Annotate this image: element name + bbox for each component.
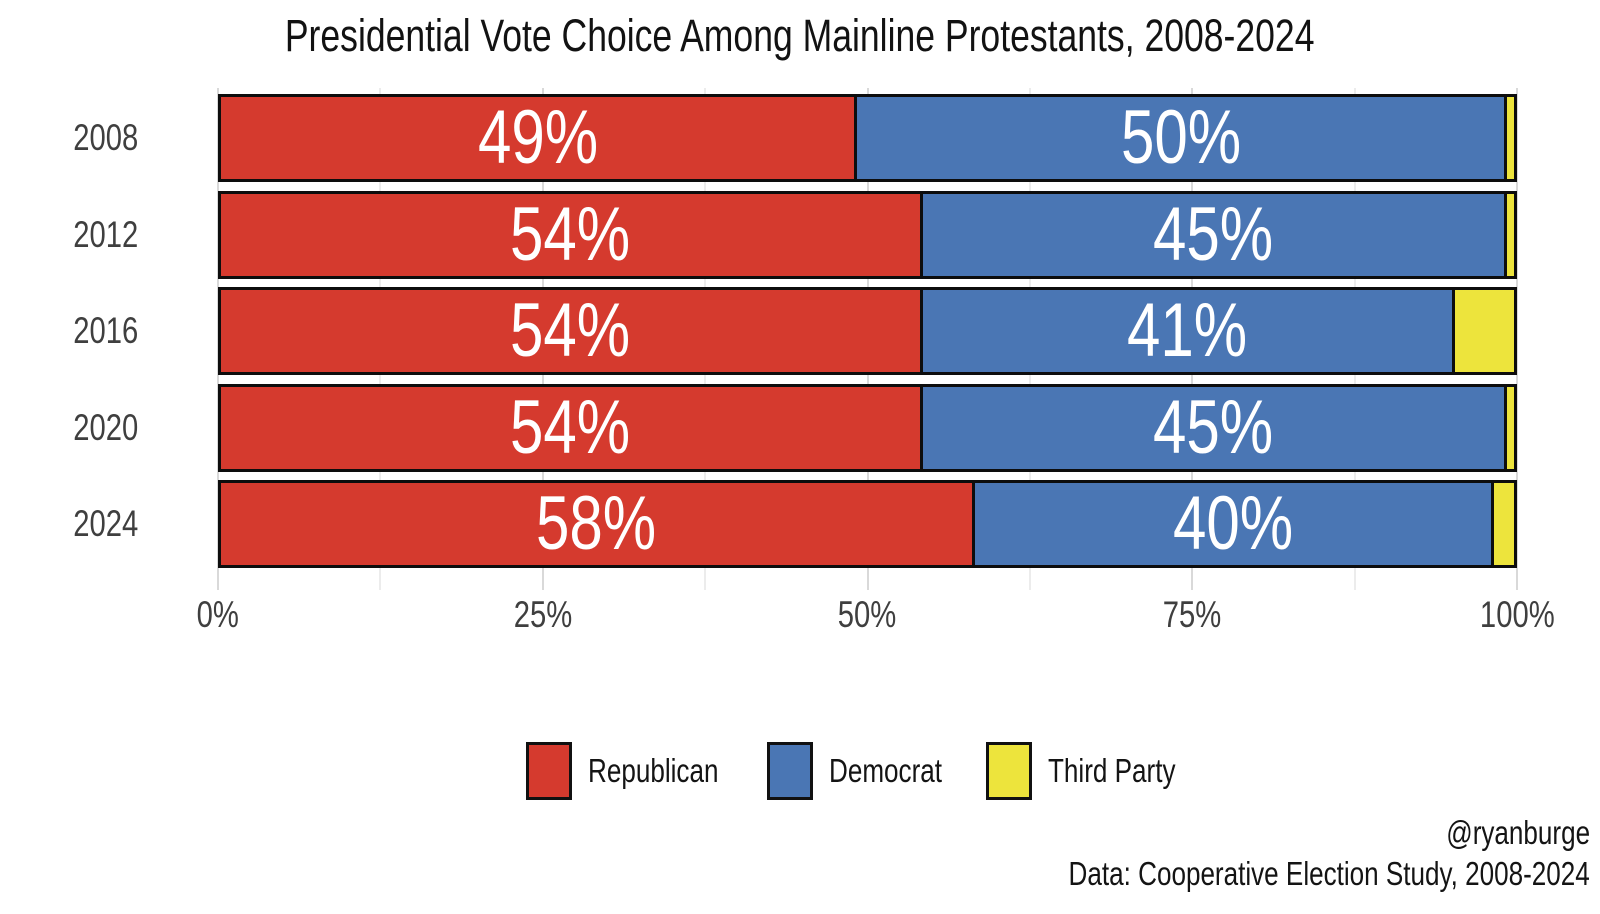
caption-handle: @ryanburge bbox=[930, 812, 1590, 853]
legend-label-third-party-text: Third Party bbox=[1047, 752, 1176, 789]
bar-segment-democrat-2024: 40% bbox=[971, 480, 1494, 568]
x-axis-tick-label-0: 0% bbox=[128, 594, 308, 636]
legend-swatch-republican bbox=[525, 742, 572, 800]
bar-segment-third-party-2024 bbox=[1490, 480, 1517, 568]
bar-value-label-republican-2008: 49% bbox=[477, 95, 598, 180]
bar-row-2016: 54% 41% bbox=[218, 287, 1523, 375]
bar-segment-republican-2012: 54% bbox=[218, 190, 923, 279]
legend-swatch-third-party bbox=[985, 742, 1032, 800]
bar-value-label-democrat-2024: 40% bbox=[1172, 481, 1293, 566]
bar-value-label-democrat-2016: 41% bbox=[1127, 288, 1248, 373]
bar-value-label-republican-2016: 54% bbox=[510, 288, 631, 373]
x-axis-tick-label-25: 25% bbox=[453, 594, 633, 636]
legend-label-democrat: Democrat bbox=[829, 752, 972, 790]
legend: Republican Democrat Third Party bbox=[218, 742, 1517, 800]
x-tick-text: 100% bbox=[1479, 594, 1555, 635]
bar-segment-democrat-2008: 50% bbox=[854, 94, 1507, 182]
bar-segment-republican-2016: 54% bbox=[218, 287, 923, 375]
x-axis-tick-label-100: 100% bbox=[1427, 594, 1600, 636]
plot-panel: 2008 49% 50% 2012 54% 45% 2016 54% 41% 2020 54% 45%… bbox=[73, 88, 1554, 635]
bar-segment-democrat-2016: 41% bbox=[919, 287, 1455, 375]
bar-segment-democrat-2020: 45% bbox=[919, 383, 1507, 472]
bar-value-label-democrat-2008: 50% bbox=[1120, 95, 1241, 180]
caption-source: Data: Cooperative Election Study, 2008-2… bbox=[930, 853, 1590, 894]
bar-value-label-republican-2012: 54% bbox=[510, 191, 631, 277]
year-label-2012: 2012 bbox=[0, 191, 138, 279]
year-label-text: 2024 bbox=[72, 503, 138, 544]
caption: @ryanburge Data: Cooperative Election St… bbox=[930, 812, 1590, 894]
bar-row-2008: 49% 50% bbox=[218, 94, 1523, 182]
year-label-2024: 2024 bbox=[0, 480, 138, 568]
year-label-text: 2012 bbox=[72, 213, 138, 255]
year-label-text: 2016 bbox=[72, 310, 138, 351]
year-label-2020: 2020 bbox=[0, 384, 138, 472]
bar-segment-republican-2020: 54% bbox=[218, 383, 923, 472]
x-axis-tick-label-75: 75% bbox=[1102, 594, 1282, 636]
chart-title: Presidential Vote Choice Among Mainline … bbox=[0, 10, 1600, 62]
legend-label-third-party: Third Party bbox=[1048, 752, 1209, 790]
bar-segment-third-party-2020 bbox=[1503, 383, 1517, 472]
bar-segment-democrat-2012: 45% bbox=[919, 190, 1507, 279]
chart-title-text: Presidential Vote Choice Among Mainline … bbox=[285, 10, 1315, 61]
legend-item-republican: Republican bbox=[525, 742, 753, 800]
x-tick-text: 50% bbox=[838, 594, 897, 635]
legend-item-democrat: Democrat bbox=[766, 742, 972, 800]
bar-row-2012: 54% 45% bbox=[218, 190, 1523, 279]
legend-swatch-democrat bbox=[766, 742, 813, 800]
gridline-major bbox=[1516, 88, 1518, 590]
x-tick-text: 25% bbox=[513, 594, 573, 635]
bar-row-2020: 54% 45% bbox=[218, 383, 1523, 472]
bar-value-label-democrat-2020: 45% bbox=[1153, 384, 1274, 470]
year-label-2016: 2016 bbox=[0, 287, 138, 375]
year-label-2008: 2008 bbox=[0, 94, 138, 182]
bar-segment-third-party-2008 bbox=[1503, 94, 1517, 182]
year-label-text: 2008 bbox=[72, 117, 138, 158]
bar-value-label-republican-2020: 54% bbox=[510, 384, 631, 470]
bar-segment-republican-2024: 58% bbox=[218, 480, 975, 568]
bar-value-label-republican-2024: 58% bbox=[536, 481, 657, 566]
bar-segment-third-party-2016 bbox=[1451, 287, 1517, 375]
year-label-text: 2020 bbox=[72, 406, 138, 448]
bar-segment-third-party-2012 bbox=[1503, 190, 1517, 279]
legend-label-republican: Republican bbox=[588, 752, 753, 790]
bar-value-label-democrat-2012: 45% bbox=[1153, 191, 1274, 277]
caption-handle-text: @ryanburge bbox=[1446, 814, 1590, 851]
legend-item-third-party: Third Party bbox=[985, 742, 1209, 800]
bar-row-2024: 58% 40% bbox=[218, 480, 1523, 568]
bar-segment-republican-2008: 49% bbox=[218, 94, 858, 182]
legend-label-republican-text: Republican bbox=[587, 752, 719, 789]
x-axis-tick-label-50: 50% bbox=[778, 594, 958, 636]
x-tick-text: 75% bbox=[1162, 594, 1222, 635]
caption-source-text: Data: Cooperative Election Study, 2008-2… bbox=[1068, 855, 1590, 892]
x-tick-text: 0% bbox=[196, 594, 240, 635]
legend-label-democrat-text: Democrat bbox=[828, 752, 942, 789]
